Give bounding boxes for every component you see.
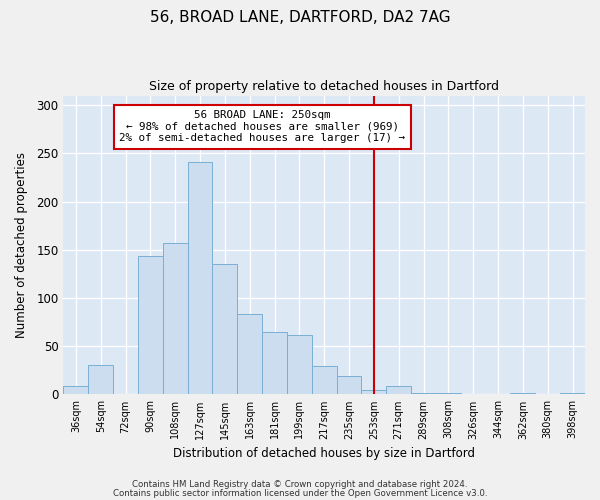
Text: Contains public sector information licensed under the Open Government Licence v3: Contains public sector information licen… [113, 489, 487, 498]
Bar [287, 334, 312, 394]
Text: Contains HM Land Registry data © Crown copyright and database right 2024.: Contains HM Land Registry data © Crown c… [132, 480, 468, 489]
Bar [262, 332, 287, 394]
Bar [88, 364, 113, 394]
Bar [386, 386, 411, 394]
Bar [188, 162, 212, 394]
Text: 56, BROAD LANE, DARTFORD, DA2 7AG: 56, BROAD LANE, DARTFORD, DA2 7AG [149, 10, 451, 25]
Title: Size of property relative to detached houses in Dartford: Size of property relative to detached ho… [149, 80, 499, 93]
X-axis label: Distribution of detached houses by size in Dartford: Distribution of detached houses by size … [173, 447, 475, 460]
Text: 56 BROAD LANE: 250sqm
← 98% of detached houses are smaller (969)
2% of semi-deta: 56 BROAD LANE: 250sqm ← 98% of detached … [119, 110, 405, 143]
Bar [312, 366, 337, 394]
Bar [163, 243, 188, 394]
Bar [64, 386, 88, 394]
Bar [237, 314, 262, 394]
Bar [361, 390, 386, 394]
Bar [337, 376, 361, 394]
Y-axis label: Number of detached properties: Number of detached properties [15, 152, 28, 338]
Bar [138, 256, 163, 394]
Bar [212, 264, 237, 394]
